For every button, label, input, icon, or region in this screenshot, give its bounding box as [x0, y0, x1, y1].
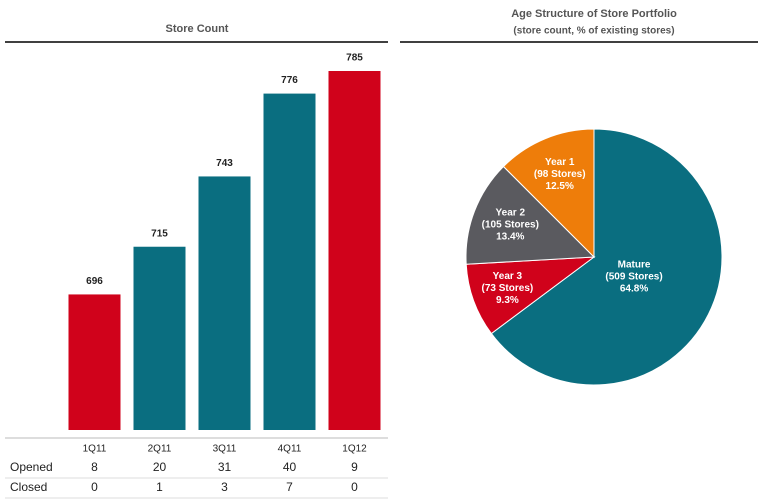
slice-label: (73 Stores)	[482, 283, 534, 294]
slice-label: 13.4%	[496, 232, 524, 243]
slice-label: 12.5%	[546, 181, 574, 192]
slice-label: (105 Stores)	[482, 220, 539, 231]
x-tick-label: 4Q11	[278, 444, 302, 455]
slice-label: 9.3%	[496, 295, 519, 306]
table-cell: 0	[351, 480, 358, 494]
table-cell: 40	[283, 460, 297, 474]
bar	[263, 93, 316, 430]
table-cell: 1	[156, 480, 163, 494]
bar-title: Store Count	[166, 23, 229, 35]
pie-slice	[490, 128, 723, 386]
table-cell: 8	[91, 460, 98, 474]
x-tick-label: 1Q11	[83, 444, 107, 455]
table-cell: 20	[153, 460, 167, 474]
x-tick-label: 2Q11	[148, 444, 172, 455]
slice-label: Mature	[618, 260, 651, 271]
table-cell: 3	[221, 480, 228, 494]
value-label: 785	[346, 53, 363, 64]
slice-label: Year 2	[496, 208, 526, 219]
row-label: Opened	[10, 460, 53, 474]
bar	[198, 176, 251, 430]
value-label: 776	[281, 75, 298, 86]
slice-label: 64.8%	[620, 284, 648, 295]
table-cell: 9	[351, 460, 358, 474]
slice-label: Year 3	[493, 271, 523, 282]
value-label: 743	[216, 158, 233, 169]
table-cell: 31	[218, 460, 232, 474]
slice-label: (98 Stores)	[534, 169, 586, 180]
pie-title: Age Structure of Store Portfolio	[511, 8, 677, 20]
table-cell: 7	[286, 480, 293, 494]
pie-slice	[502, 128, 595, 259]
row-label: Closed	[10, 480, 47, 494]
slice-label: (509 Stores)	[605, 272, 662, 283]
pie-subtitle: (store count, % of existing stores)	[513, 26, 674, 37]
bar	[68, 294, 121, 430]
pie-slice	[465, 165, 596, 265]
bar	[328, 71, 381, 430]
value-label: 715	[151, 228, 168, 239]
x-tick-label: 1Q12	[342, 444, 367, 455]
value-label: 696	[86, 276, 103, 287]
bar	[133, 246, 186, 430]
slice-label: Year 1	[545, 157, 575, 168]
table-cell: 0	[91, 480, 98, 494]
x-tick-label: 3Q11	[213, 444, 237, 455]
